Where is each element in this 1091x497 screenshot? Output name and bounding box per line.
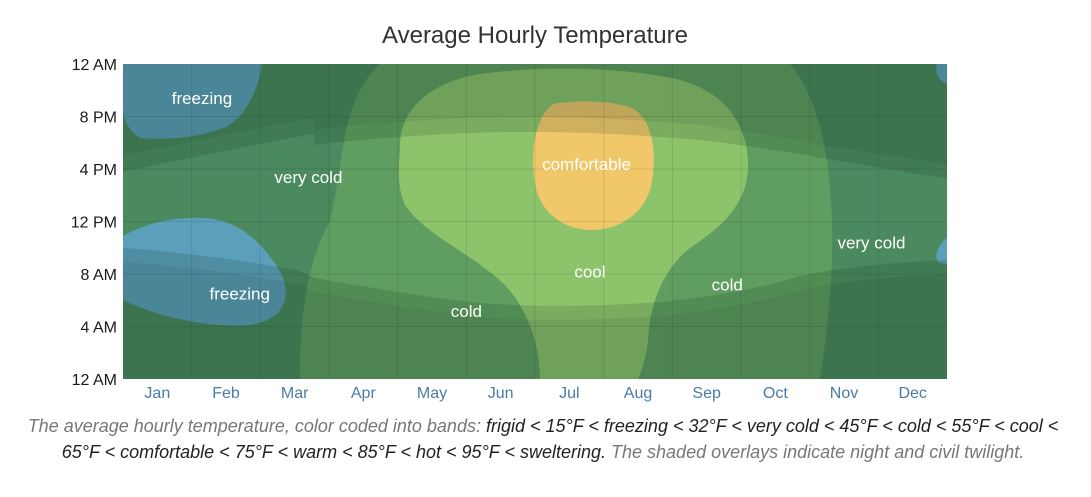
y-tick-label: 12 PM xyxy=(71,215,117,232)
x-tick-label: Feb xyxy=(212,385,240,402)
chart-title: Average Hourly Temperature xyxy=(382,22,688,49)
caption-outro: The shaded overlays indicate night and c… xyxy=(611,442,1025,462)
twilight-overlay-evening xyxy=(123,116,947,178)
y-tick-label: 4 AM xyxy=(81,320,117,337)
band-label: very cold xyxy=(837,234,905,253)
x-tick-label: May xyxy=(417,385,447,402)
band-label: cold xyxy=(451,302,482,321)
x-tick-label: Oct xyxy=(763,385,788,402)
y-tick-label: 8 PM xyxy=(80,110,117,127)
x-tick-label: Aug xyxy=(624,385,652,402)
band-label: very cold xyxy=(274,168,342,187)
x-axis: Jan Feb Mar Apr May Jun Jul Aug Sep Oct Nov Dec xyxy=(144,385,926,402)
band-freezing-morning-jan xyxy=(123,217,286,326)
caption-legend: frigid < 15°F < freezing < 32°F < very c… xyxy=(61,416,1059,462)
band-freezing-dec-edge xyxy=(936,64,947,84)
night-overlay-morning xyxy=(123,262,947,379)
y-tick-label: 12 AM xyxy=(72,57,117,74)
grid xyxy=(123,64,947,379)
band-comfortable xyxy=(533,101,654,230)
x-tick-label: Sep xyxy=(692,385,721,402)
x-tick-label: Jul xyxy=(559,385,579,402)
night-overlay-evening xyxy=(123,64,947,164)
y-tick-label: 8 AM xyxy=(81,267,117,284)
x-tick-label: Mar xyxy=(281,385,309,402)
y-tick-label: 12 AM xyxy=(72,372,117,389)
band-label: cool xyxy=(574,262,605,281)
x-tick-label: Jun xyxy=(488,385,514,402)
band-labels: freezing freezing very cold cold comfortable… xyxy=(172,89,906,321)
band-label: comfortable xyxy=(542,155,631,174)
y-tick-label: 4 PM xyxy=(80,162,117,179)
band-label: freezing xyxy=(209,285,269,304)
x-tick-label: Jan xyxy=(144,385,170,402)
temperature-heatmap: 12 AM 4 AM 8 AM 12 PM 4 PM 8 PM 12 AM Jan Feb Ma… xyxy=(71,57,947,402)
band-label: cold xyxy=(712,276,743,295)
plot-area xyxy=(123,64,947,379)
band-freezing-dec-morning xyxy=(936,238,947,264)
x-tick-label: Apr xyxy=(351,385,377,402)
band-label: freezing xyxy=(172,89,232,108)
twilight-overlay-morning xyxy=(123,248,947,320)
band-freezing-evening-jan xyxy=(123,64,262,139)
caption-intro: The average hourly temperature, color co… xyxy=(27,416,481,436)
chart-caption: The average hourly temperature, color co… xyxy=(20,413,1066,465)
y-axis: 12 AM 4 AM 8 AM 12 PM 4 PM 8 PM 12 AM xyxy=(71,57,117,389)
x-tick-label: Nov xyxy=(830,385,858,402)
x-tick-label: Dec xyxy=(898,385,926,402)
